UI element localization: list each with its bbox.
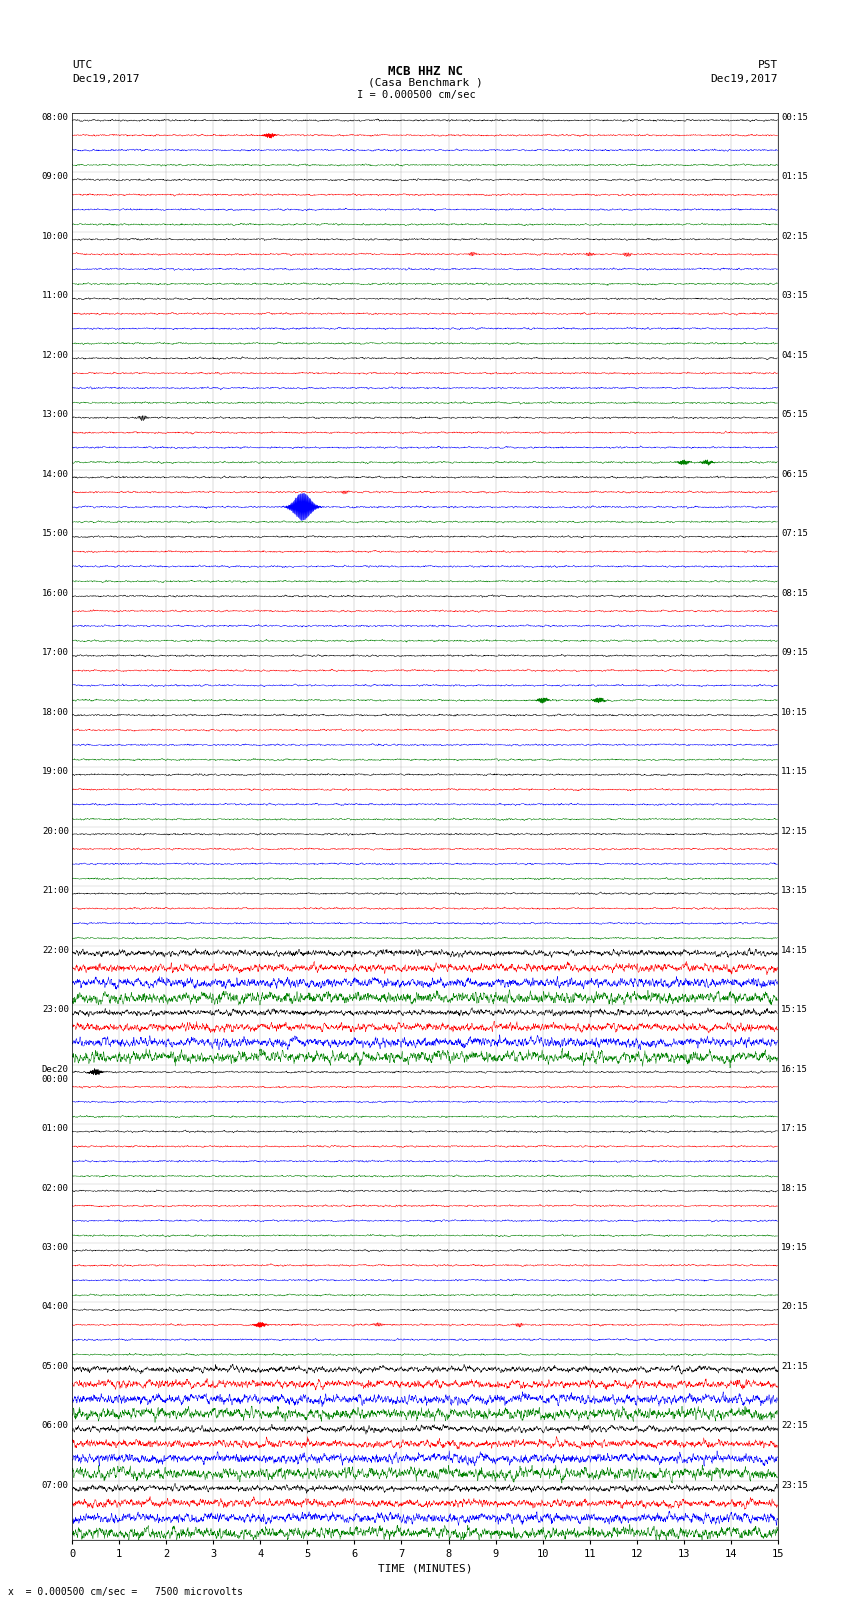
Text: 16:15: 16:15 xyxy=(781,1065,808,1074)
Text: UTC: UTC xyxy=(72,60,93,69)
Text: 21:15: 21:15 xyxy=(781,1361,808,1371)
Text: 19:00: 19:00 xyxy=(42,768,69,776)
Text: 22:00: 22:00 xyxy=(42,945,69,955)
Text: 16:00: 16:00 xyxy=(42,589,69,598)
Text: 10:00: 10:00 xyxy=(42,232,69,240)
Text: 10:15: 10:15 xyxy=(781,708,808,716)
Text: 23:00: 23:00 xyxy=(42,1005,69,1015)
Text: 04:15: 04:15 xyxy=(781,350,808,360)
Text: I = 0.000500 cm/sec: I = 0.000500 cm/sec xyxy=(357,90,476,100)
Text: 03:00: 03:00 xyxy=(42,1244,69,1252)
Text: 20:00: 20:00 xyxy=(42,826,69,836)
Text: 06:15: 06:15 xyxy=(781,469,808,479)
Text: Dec20
00:00: Dec20 00:00 xyxy=(42,1065,69,1084)
Text: 01:00: 01:00 xyxy=(42,1124,69,1132)
Text: 05:15: 05:15 xyxy=(781,410,808,419)
Text: 04:00: 04:00 xyxy=(42,1303,69,1311)
Text: 08:15: 08:15 xyxy=(781,589,808,598)
X-axis label: TIME (MINUTES): TIME (MINUTES) xyxy=(377,1563,473,1574)
Text: 14:00: 14:00 xyxy=(42,469,69,479)
Text: 06:00: 06:00 xyxy=(42,1421,69,1431)
Text: 15:15: 15:15 xyxy=(781,1005,808,1015)
Text: 01:15: 01:15 xyxy=(781,173,808,181)
Text: 12:15: 12:15 xyxy=(781,826,808,836)
Text: PST: PST xyxy=(757,60,778,69)
Text: 03:15: 03:15 xyxy=(781,292,808,300)
Text: 09:00: 09:00 xyxy=(42,173,69,181)
Text: 17:00: 17:00 xyxy=(42,648,69,656)
Text: Dec19,2017: Dec19,2017 xyxy=(72,74,139,84)
Text: 02:15: 02:15 xyxy=(781,232,808,240)
Text: 00:15: 00:15 xyxy=(781,113,808,123)
Text: 17:15: 17:15 xyxy=(781,1124,808,1132)
Text: 15:00: 15:00 xyxy=(42,529,69,539)
Text: 13:00: 13:00 xyxy=(42,410,69,419)
Text: 08:00: 08:00 xyxy=(42,113,69,123)
Text: 07:00: 07:00 xyxy=(42,1481,69,1490)
Text: x  = 0.000500 cm/sec =   7500 microvolts: x = 0.000500 cm/sec = 7500 microvolts xyxy=(8,1587,243,1597)
Text: MCB HHZ NC: MCB HHZ NC xyxy=(388,65,462,77)
Text: 07:15: 07:15 xyxy=(781,529,808,539)
Text: 18:15: 18:15 xyxy=(781,1184,808,1192)
Text: 18:00: 18:00 xyxy=(42,708,69,716)
Text: 21:00: 21:00 xyxy=(42,886,69,895)
Text: 13:15: 13:15 xyxy=(781,886,808,895)
Text: Dec19,2017: Dec19,2017 xyxy=(711,74,778,84)
Text: 11:15: 11:15 xyxy=(781,768,808,776)
Text: 09:15: 09:15 xyxy=(781,648,808,656)
Text: 11:00: 11:00 xyxy=(42,292,69,300)
Text: 02:00: 02:00 xyxy=(42,1184,69,1192)
Text: 14:15: 14:15 xyxy=(781,945,808,955)
Text: 20:15: 20:15 xyxy=(781,1303,808,1311)
Text: 12:00: 12:00 xyxy=(42,350,69,360)
Text: 22:15: 22:15 xyxy=(781,1421,808,1431)
Text: 05:00: 05:00 xyxy=(42,1361,69,1371)
Text: 19:15: 19:15 xyxy=(781,1244,808,1252)
Text: (Casa Benchmark ): (Casa Benchmark ) xyxy=(367,77,483,87)
Text: 23:15: 23:15 xyxy=(781,1481,808,1490)
